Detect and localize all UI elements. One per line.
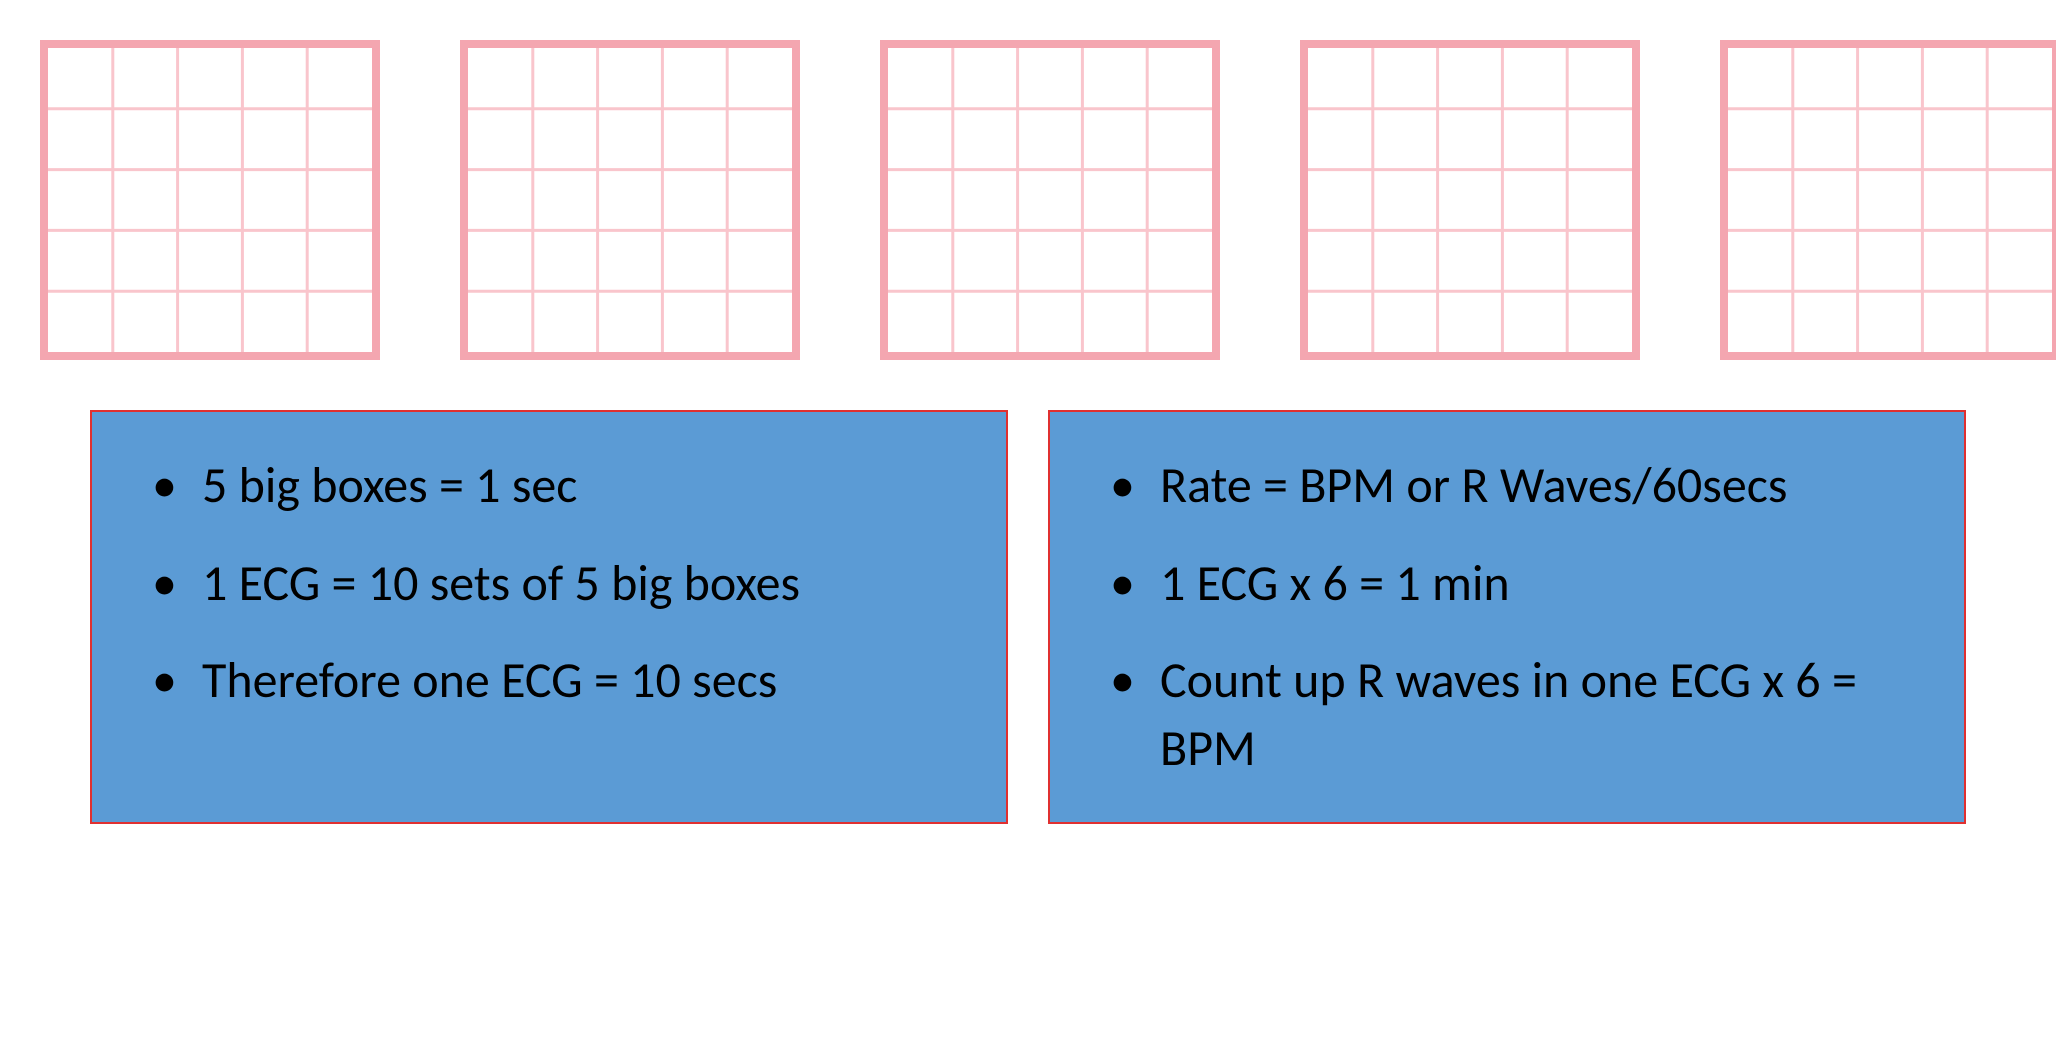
panel-left-list: 5 big boxes = 1 sec 1 ECG = 10 sets of 5 … [142,452,956,715]
bullet-item: 5 big boxes = 1 sec [142,452,956,520]
bullet-item: Therefore one ECG = 10 secs [142,647,956,715]
bullet-item: 1 ECG x 6 = 1 min [1100,550,1914,618]
ecg-grids-row [30,40,2026,360]
ecg-grid-box [460,40,800,360]
ecg-grid-box [40,40,380,360]
panel-right-list: Rate = BPM or R Waves/60secs 1 ECG x 6 = … [1100,452,1914,782]
bullet-item: 1 ECG = 10 sets of 5 big boxes [142,550,956,618]
panel-left: 5 big boxes = 1 sec 1 ECG = 10 sets of 5 … [90,410,1008,824]
bullet-item: Count up R waves in one ECG x 6 = BPM [1100,647,1914,782]
text-panels-row: 5 big boxes = 1 sec 1 ECG = 10 sets of 5 … [30,410,2026,824]
panel-right: Rate = BPM or R Waves/60secs 1 ECG x 6 = … [1048,410,1966,824]
ecg-grid-box [1720,40,2056,360]
ecg-grid-box [880,40,1220,360]
bullet-item: Rate = BPM or R Waves/60secs [1100,452,1914,520]
ecg-grid-box [1300,40,1640,360]
